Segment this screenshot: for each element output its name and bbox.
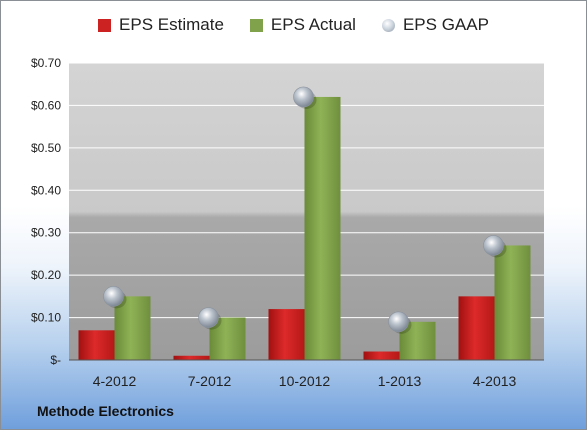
marker-eps-gaap: [293, 86, 314, 108]
legend-label-eps-estimate: EPS Estimate: [119, 15, 224, 34]
y-tick-label: $0.30: [31, 226, 61, 240]
y-tick-label: $-: [50, 353, 61, 367]
bar-eps-estimate: [78, 330, 115, 360]
legend-item-eps-actual: EPS Actual: [249, 15, 356, 35]
x-tick-label: 1-2013: [378, 373, 422, 389]
legend-swatch-eps-estimate: [98, 18, 112, 32]
bar-eps-actual: [494, 245, 531, 360]
bar-eps-estimate: [458, 296, 495, 360]
marker-eps-gaap: [388, 311, 409, 333]
x-tick-label: 10-2012: [279, 373, 331, 389]
bar-eps-actual: [114, 296, 151, 360]
legend-item-eps-estimate: EPS Estimate: [98, 15, 224, 35]
y-tick-label: $0.40: [31, 183, 61, 197]
marker-eps-gaap: [198, 307, 219, 328]
y-tick-label: $0.50: [31, 141, 61, 155]
y-tick-label: $0.60: [31, 98, 61, 112]
legend-swatch-eps-gaap: [381, 18, 395, 32]
bar-eps-estimate: [268, 309, 305, 360]
legend-swatch-eps-actual: [249, 18, 263, 32]
legend-label-eps-actual: EPS Actual: [270, 15, 356, 34]
bar-eps-estimate: [173, 355, 210, 360]
bar-eps-estimate: [363, 351, 400, 360]
marker-eps-gaap: [483, 235, 504, 256]
x-tick-label: 4-2012: [93, 373, 137, 389]
chart-plot: $- $0.10 $0.20 $0.30 $0.40 $0.50 $0.60 $0.70 4-2…: [31, 56, 544, 389]
marker-eps-gaap: [103, 286, 124, 307]
x-tick-label: 7-2012: [188, 373, 232, 389]
company-name: Methode Electronics: [37, 403, 174, 419]
y-tick-label: $0.20: [31, 268, 61, 282]
y-tick-label: $0.70: [31, 56, 61, 70]
y-tick-label: $0.10: [31, 311, 61, 325]
bar-eps-actual: [304, 96, 341, 360]
legend-item-eps-gaap: EPS GAAP: [381, 15, 489, 35]
x-tick-label: 4-2013: [473, 373, 517, 389]
legend-label-eps-gaap: EPS GAAP: [402, 15, 489, 34]
legend: EPS Estimate EPS Actual EPS GAAP: [1, 15, 586, 35]
